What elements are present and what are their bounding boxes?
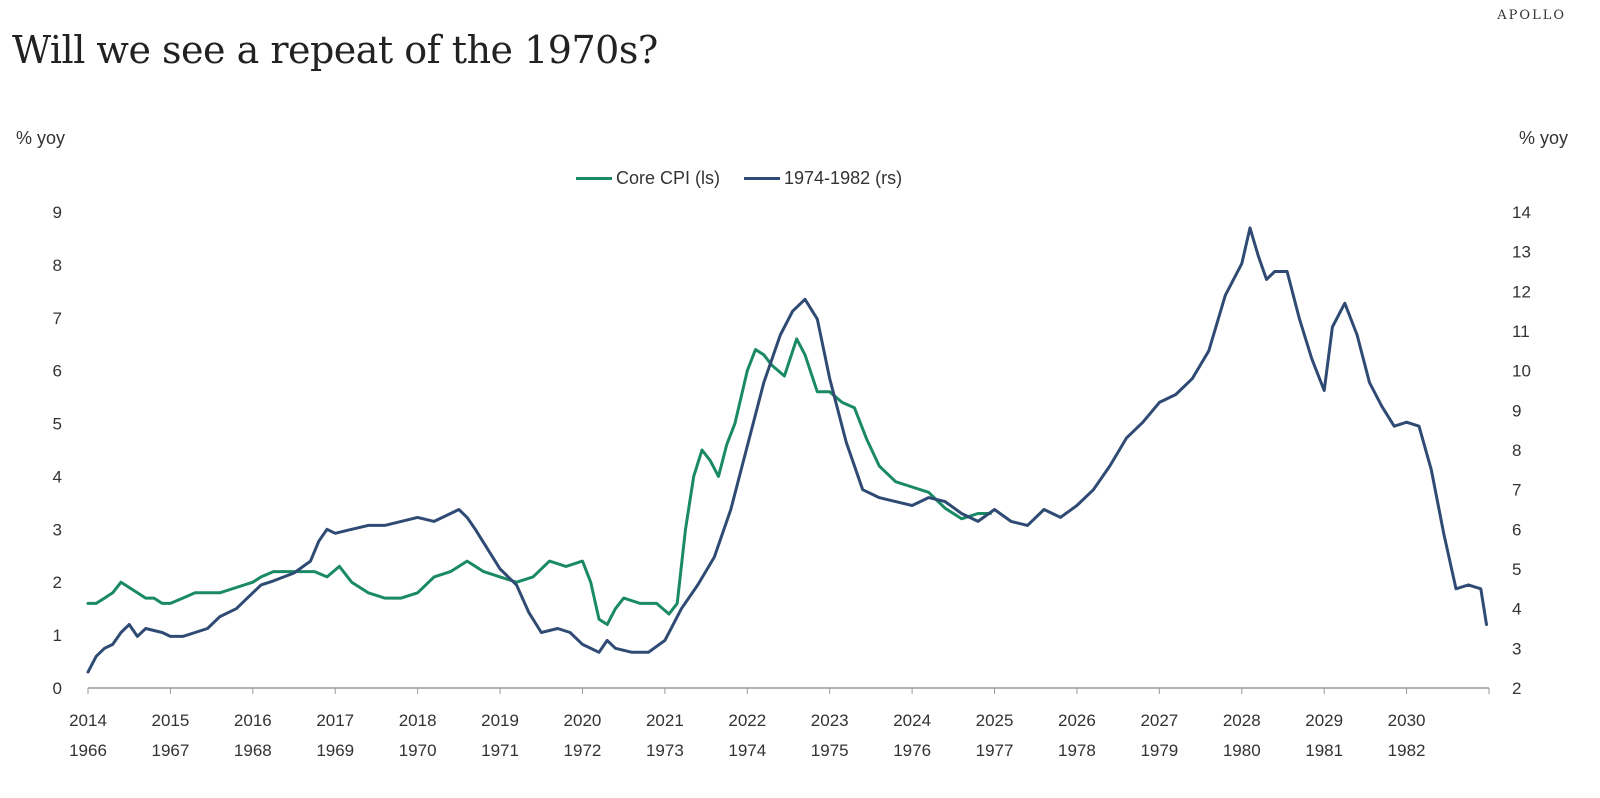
x-tick-label-top: 2028 <box>1223 711 1261 730</box>
y-right-tick-label: 12 <box>1512 282 1531 301</box>
x-tick-label-bottom: 1982 <box>1388 741 1426 760</box>
y-right-tick-label: 5 <box>1512 560 1521 579</box>
x-tick-label-bottom: 1974 <box>728 741 766 760</box>
y-left-tick-label: 7 <box>53 309 62 328</box>
x-tick-label-bottom: 1970 <box>399 741 437 760</box>
y-right-tick-label: 10 <box>1512 362 1531 381</box>
y-left-tick-label: 6 <box>53 362 62 381</box>
y-left-tick-label: 5 <box>53 415 62 434</box>
y-right-tick-label: 8 <box>1512 441 1521 460</box>
x-tick-label-bottom: 1969 <box>316 741 354 760</box>
brand-logo: APOLLO <box>1497 8 1566 23</box>
y-left-tick-label: 9 <box>53 203 62 222</box>
x-tick-label-bottom: 1971 <box>481 741 519 760</box>
series-line-1974-1982 <box>86 226 1488 674</box>
x-tick-label-top: 2014 <box>69 711 107 730</box>
x-tick-label-top: 2025 <box>976 711 1014 730</box>
y-right-tick-label: 9 <box>1512 401 1521 420</box>
legend-swatch-core-cpi <box>576 177 612 180</box>
x-tick-label-top: 2019 <box>481 711 519 730</box>
x-tick-label-bottom: 1967 <box>151 741 189 760</box>
x-tick-label-bottom: 1980 <box>1223 741 1261 760</box>
y-right-tick-label: 4 <box>1512 600 1521 619</box>
x-tick-label-top: 2021 <box>646 711 684 730</box>
x-tick-label-bottom: 1978 <box>1058 741 1096 760</box>
x-tick-label-bottom: 1975 <box>811 741 849 760</box>
y-left-tick-label: 8 <box>53 256 62 275</box>
x-tick-label-bottom: 1973 <box>646 741 684 760</box>
y-right-tick-label: 2 <box>1512 679 1521 698</box>
y-left-tick-label: 0 <box>53 679 62 698</box>
y-left-tick-label: 4 <box>53 467 62 486</box>
chart-title: Will we see a repeat of the 1970s? <box>12 28 658 72</box>
x-tick-label-bottom: 1977 <box>976 741 1014 760</box>
left-axis-unit: % yoy <box>16 128 66 148</box>
right-axis-unit: % yoy <box>1518 128 1568 148</box>
y-left-tick-label: 1 <box>53 626 62 645</box>
x-tick-label-bottom: 1966 <box>69 741 107 760</box>
x-tick-label-top: 2029 <box>1305 711 1343 730</box>
x-tick-label-top: 2023 <box>811 711 849 730</box>
x-tick-label-top: 2020 <box>564 711 602 730</box>
legend-swatch-1974-1982 <box>744 177 781 180</box>
y-right-tick-label: 13 <box>1512 243 1531 262</box>
x-tick-label-top: 2016 <box>234 711 272 730</box>
x-tick-label-top: 2017 <box>316 711 354 730</box>
y-right-tick-label: 3 <box>1512 639 1521 658</box>
x-tick-label-top: 2022 <box>728 711 766 730</box>
y-right-tick-label: 11 <box>1512 322 1530 341</box>
series-line-core-cpi <box>86 337 992 626</box>
x-tick-label-top: 2030 <box>1388 711 1426 730</box>
legend-item-1974-1982: 1974-1982 (rs) <box>744 168 902 189</box>
chart-legend: Core CPI (ls) 1974-1982 (rs) <box>576 168 902 189</box>
legend-label-core-cpi: Core CPI (ls) <box>616 168 721 188</box>
x-tick-label-bottom: 1979 <box>1140 741 1178 760</box>
x-tick-label-bottom: 1976 <box>893 741 931 760</box>
x-tick-label-top: 2027 <box>1140 711 1178 730</box>
legend-item-core-cpi: Core CPI (ls) <box>576 168 720 189</box>
legend-label-1974-1982: 1974-1982 (rs) <box>784 168 903 188</box>
x-tick-label-bottom: 1968 <box>234 741 272 760</box>
y-left-tick-label: 2 <box>53 573 62 592</box>
x-tick-label-bottom: 1981 <box>1305 741 1343 760</box>
x-tick-label-bottom: 1972 <box>564 741 602 760</box>
y-right-tick-label: 14 <box>1512 203 1531 222</box>
y-right-tick-label: 6 <box>1512 520 1521 539</box>
x-tick-label-top: 2015 <box>151 711 189 730</box>
x-tick-label-top: 2018 <box>399 711 437 730</box>
x-tick-label-top: 2026 <box>1058 711 1096 730</box>
x-tick-label-top: 2024 <box>893 711 931 730</box>
y-left-tick-label: 3 <box>53 520 62 539</box>
y-right-tick-label: 7 <box>1512 481 1521 500</box>
